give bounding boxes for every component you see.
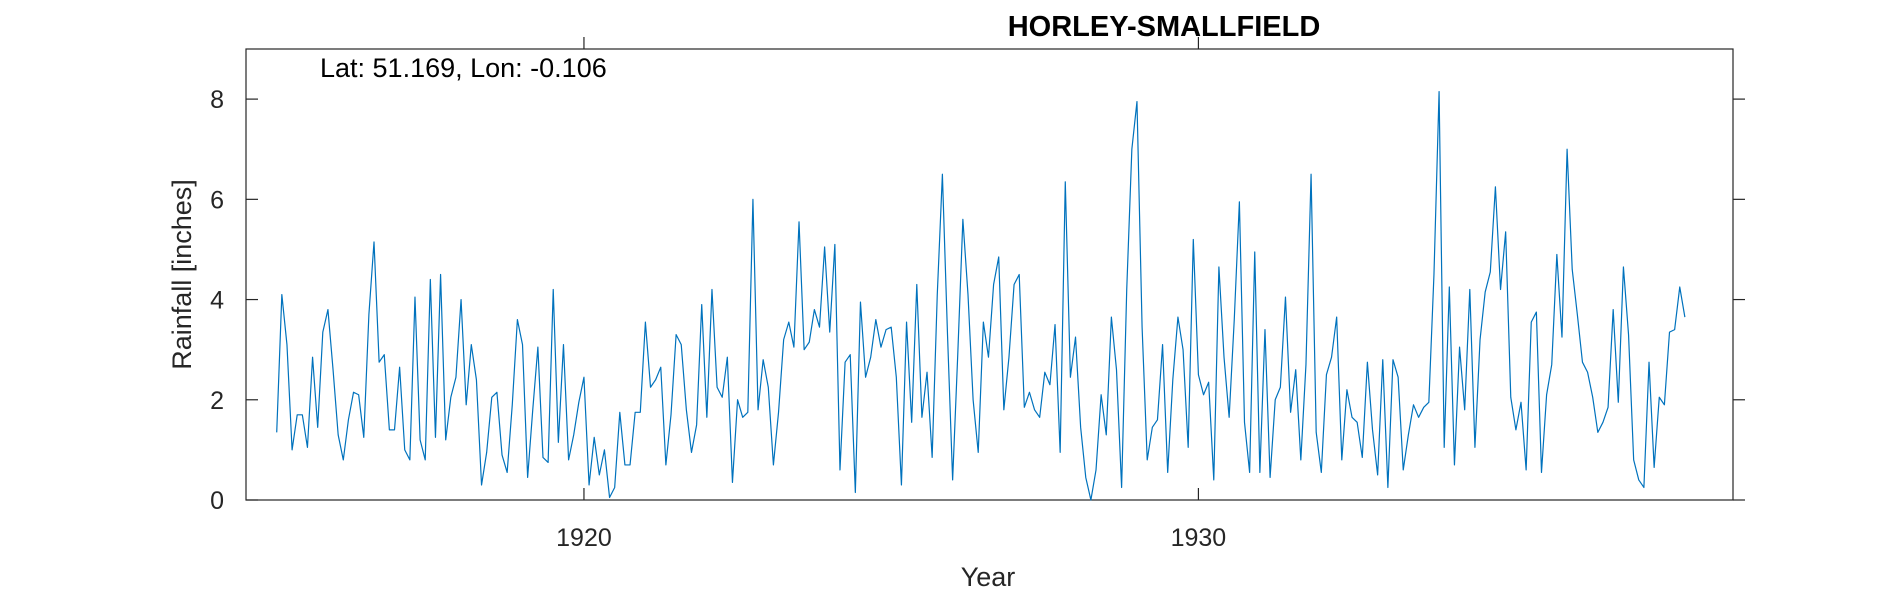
y-axis-label: Rainfall [inches] (167, 179, 197, 370)
x-axis-label: Year (961, 562, 1016, 591)
x-tick-label: 1930 (1171, 524, 1227, 552)
data-series-layer (276, 90, 1686, 501)
y-tick-label: 0 (210, 487, 224, 515)
axis-tick-labels: 0 2 4 6 8 1920 1930 (210, 86, 1226, 552)
y-tick-label: 8 (210, 86, 224, 114)
x-tick-label: 1920 (556, 524, 612, 552)
y-tick-label: 4 (210, 287, 224, 315)
axis-ticks (246, 37, 1745, 501)
plot-frame (245, 48, 1734, 501)
plot-axes-box (245, 48, 1734, 501)
station-location-annotation: Lat: 51.169, Lon: -0.106 (320, 53, 607, 83)
chart-title: HORLEY-SMALLFIELD (1008, 11, 1321, 43)
y-tick-label: 6 (210, 186, 224, 214)
rainfall-series-line (276, 90, 1686, 501)
y-tick-label: 2 (210, 387, 224, 415)
